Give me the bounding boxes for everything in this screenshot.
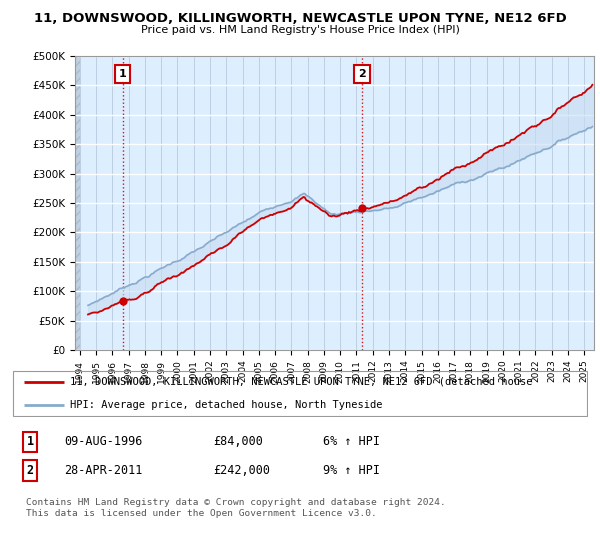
Text: Contains HM Land Registry data © Crown copyright and database right 2024.
This d: Contains HM Land Registry data © Crown c… xyxy=(26,498,446,517)
Text: HPI: Average price, detached house, North Tyneside: HPI: Average price, detached house, Nort… xyxy=(70,400,382,410)
Text: 2: 2 xyxy=(26,464,34,477)
Text: 9% ↑ HPI: 9% ↑ HPI xyxy=(323,464,380,477)
Text: £242,000: £242,000 xyxy=(214,464,271,477)
Text: 09-AUG-1996: 09-AUG-1996 xyxy=(64,435,142,449)
Text: £84,000: £84,000 xyxy=(214,435,263,449)
Text: 1: 1 xyxy=(119,69,127,78)
Text: 11, DOWNSWOOD, KILLINGWORTH, NEWCASTLE UPON TYNE, NE12 6FD (detached house: 11, DOWNSWOOD, KILLINGWORTH, NEWCASTLE U… xyxy=(70,376,532,386)
Text: 6% ↑ HPI: 6% ↑ HPI xyxy=(323,435,380,449)
Text: 28-APR-2011: 28-APR-2011 xyxy=(64,464,142,477)
Text: 2: 2 xyxy=(358,69,366,78)
Text: 11, DOWNSWOOD, KILLINGWORTH, NEWCASTLE UPON TYNE, NE12 6FD: 11, DOWNSWOOD, KILLINGWORTH, NEWCASTLE U… xyxy=(34,12,566,25)
Text: Price paid vs. HM Land Registry's House Price Index (HPI): Price paid vs. HM Land Registry's House … xyxy=(140,25,460,35)
Text: 1: 1 xyxy=(26,435,34,449)
Bar xyxy=(75,56,80,350)
